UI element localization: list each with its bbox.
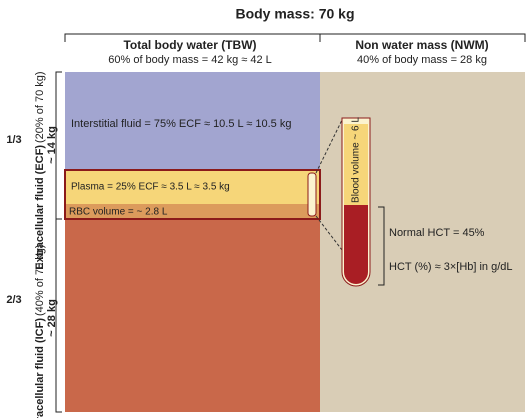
fraction: 2/3 (6, 294, 21, 306)
left-bracket (55, 71, 62, 413)
ecf-mass: ~ 14 kg (46, 126, 58, 164)
rbc-label: RBC volume = ~ 2.8 L (69, 207, 168, 218)
plasma-region (65, 170, 320, 204)
ecf-name: Extracellular fluid (ECF) (34, 145, 46, 270)
title: Body mass: 70 kg (235, 6, 354, 22)
icf-share: (40% of 70 kg) (34, 244, 46, 316)
tube-plasma (344, 124, 368, 205)
rbc-region (65, 204, 320, 219)
zoom-lines (315, 119, 343, 251)
icf-region (65, 219, 320, 412)
icf-mass: ~ 28 kg (46, 299, 58, 337)
tube-label: Blood volume ~ 6 L (351, 117, 362, 203)
fraction: 1/3 (6, 134, 21, 146)
blood-outline (64, 169, 321, 220)
icf-name: Intracellular fluid (ICF) (34, 318, 46, 418)
small-tube (307, 172, 317, 217)
hct-note: HCT (%) ≈ 3×[Hb] in g/dL (389, 261, 513, 273)
column-title: Total body water (TBW) (123, 38, 256, 52)
column-subtitle: 60% of body mass = 42 kg ≈ 42 L (108, 54, 272, 66)
tube-cells (344, 205, 368, 284)
ecf-share: (20% of 70 kg) (34, 71, 46, 143)
interstitial-region (65, 72, 320, 170)
column-title: Non water mass (NWM) (355, 38, 488, 52)
top-bracket (64, 33, 526, 42)
plasma-label: Plasma = 25% ECF ≈ 3.5 L ≈ 3.5 kg (71, 182, 230, 193)
interstitial-label: Interstitial fluid = 75% ECF ≈ 10.5 L ≈ … (71, 118, 291, 130)
hct-note: Normal HCT = 45% (389, 227, 485, 239)
hct-bracket (378, 206, 385, 286)
column-subtitle: 40% of body mass = 28 kg (357, 54, 487, 66)
